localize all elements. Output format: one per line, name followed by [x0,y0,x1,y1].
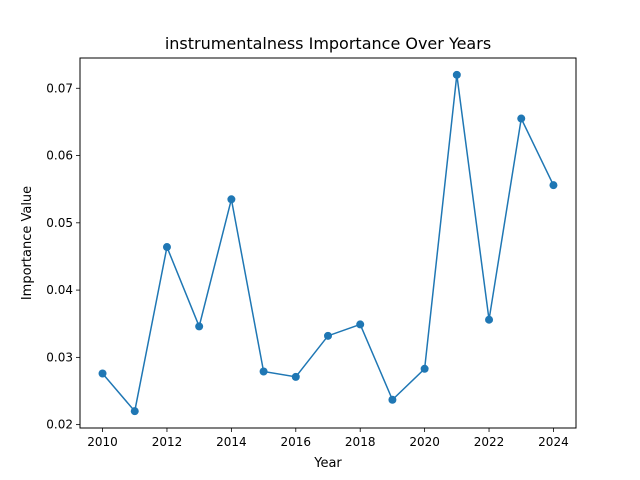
x-tick-label: 2024 [538,435,569,449]
chart-title: instrumentalness Importance Over Years [165,34,491,53]
x-tick-label: 2016 [281,435,312,449]
data-point [162,243,171,252]
y-tick-label: 0.06 [46,149,73,163]
y-tick-label: 0.04 [46,283,73,297]
data-point [195,322,204,331]
data-point [130,407,139,416]
data-point [98,369,107,378]
data-point [517,114,526,123]
y-tick-label: 0.03 [46,350,73,364]
x-tick-label: 2020 [409,435,440,449]
plot-area [79,57,577,429]
data-point [324,331,332,340]
series-layer [98,70,558,416]
y-tick-label: 0.05 [46,216,73,230]
data-point [452,70,461,79]
y-axis: 0.02 0.03 0.04 0.05 0.06 0.07 [46,81,80,432]
data-point [259,367,268,376]
x-tick-label: 2012 [152,435,183,449]
data-point [485,315,494,324]
y-axis-label: Importance Value [20,186,35,300]
data-point [227,195,236,204]
x-tick-label: 2022 [474,435,505,449]
data-point [388,395,397,404]
x-axis-label: Year [313,456,342,471]
x-tick-label: 2014 [216,435,247,449]
x-axis: 2010 2012 2014 2016 2018 2020 2022 2024 [87,428,569,449]
x-tick-label: 2010 [87,435,118,449]
y-tick-label: 0.02 [46,418,73,432]
y-tick-label: 0.07 [46,81,73,95]
x-tick-label: 2018 [345,435,376,449]
data-point [291,372,300,381]
data-point [356,320,365,329]
data-point [549,181,558,190]
data-point [420,364,429,373]
